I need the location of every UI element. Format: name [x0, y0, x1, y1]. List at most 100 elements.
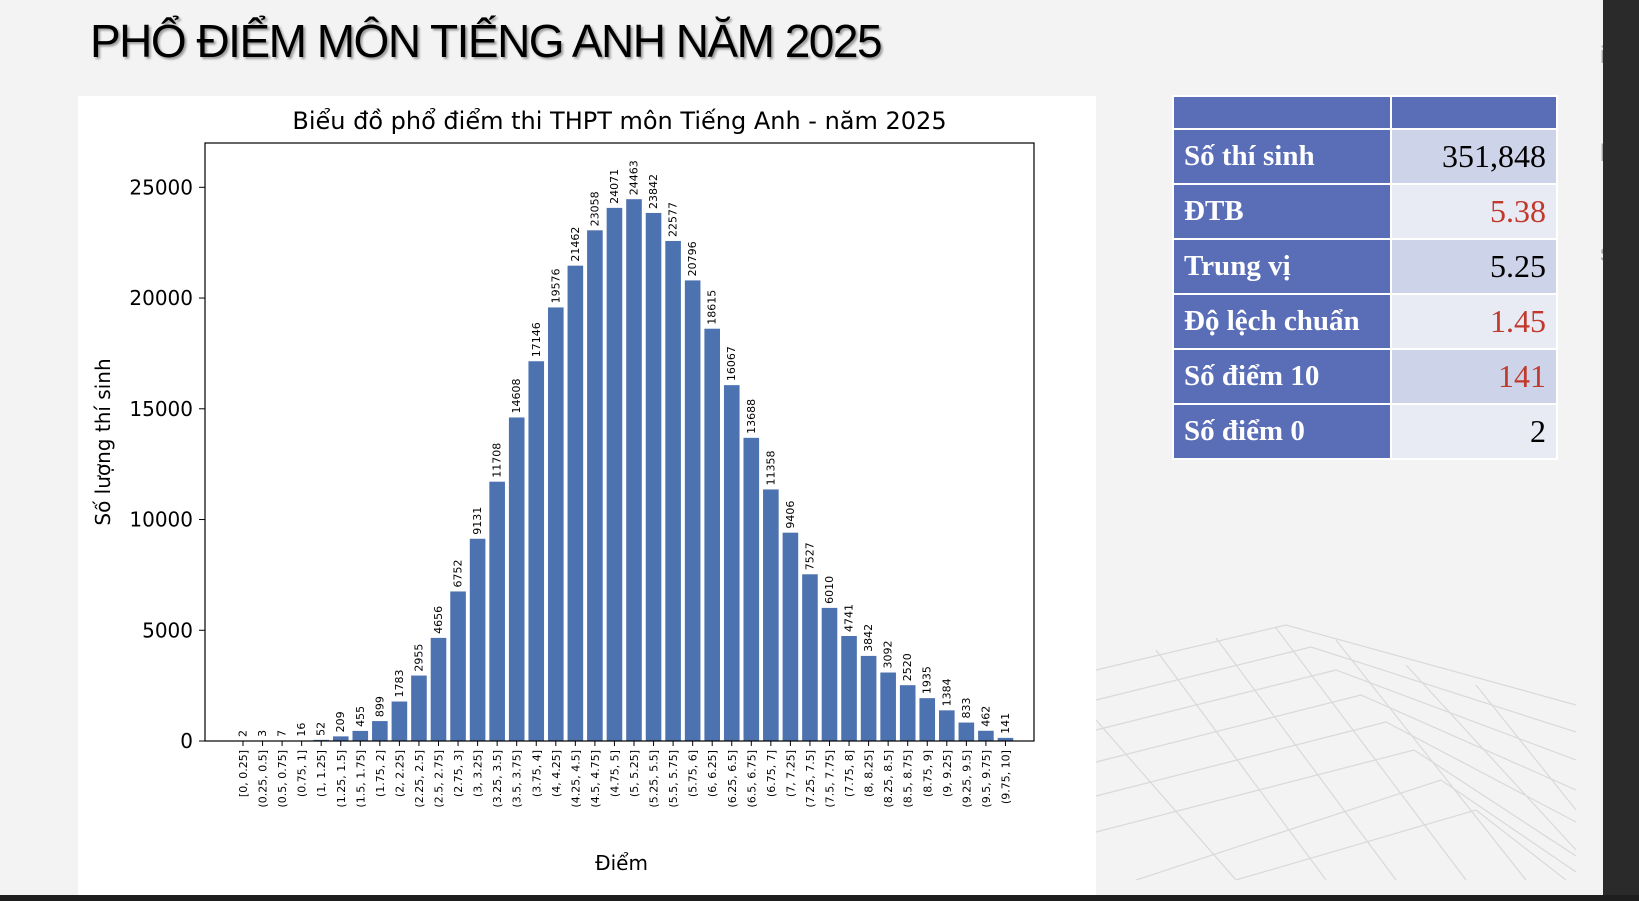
- x-tick-label: (3.75, 4]: [530, 750, 543, 797]
- y-tick-label: 25000: [129, 175, 193, 199]
- x-axis-label: Điểm: [595, 851, 648, 875]
- data-label: 6010: [823, 576, 836, 604]
- stats-value: 2: [1390, 403, 1558, 460]
- stats-table: Số thí sinh 351,848 ĐTB 5.38 Trung vị 5.…: [1172, 95, 1558, 460]
- data-label: 17146: [530, 322, 543, 357]
- x-tick-label: (7.5, 7.75]: [824, 750, 837, 808]
- data-label: 4741: [843, 604, 856, 632]
- stats-row-trung-vi: Trung vị 5.25: [1172, 238, 1558, 295]
- x-tick-label: (7, 7.25]: [784, 750, 797, 797]
- data-label: 9406: [784, 501, 797, 529]
- bar: [352, 730, 369, 741]
- chart-panel: Biểu đồ phổ điểm thi THPT môn Tiếng Anh …: [78, 96, 1096, 895]
- decorative-grid: [1096, 624, 1576, 880]
- bar: [469, 538, 486, 741]
- x-tick-label: (4.75, 5]: [608, 750, 621, 797]
- y-tick-label: 10000: [129, 508, 193, 532]
- data-label: 24463: [628, 160, 641, 195]
- bar: [899, 685, 916, 741]
- ghost-text-2: bộ: [1600, 140, 1603, 168]
- bar: [997, 737, 1014, 741]
- x-tick-label: (8.75, 9]: [921, 750, 934, 797]
- bar: [704, 328, 720, 741]
- slide: PHỔ ĐIỂM MÔN TIẾNG ANH NĂM 2025 i g bộ s…: [0, 0, 1603, 895]
- bar: [391, 701, 408, 741]
- stats-row-so-diem-0: Số điểm 0 2: [1172, 403, 1558, 460]
- data-label: 24071: [608, 169, 621, 204]
- bar: [508, 417, 525, 741]
- x-tick-label: (7.25, 7.5]: [804, 750, 817, 808]
- y-tick-label: 15000: [129, 397, 193, 421]
- bar: [860, 655, 877, 741]
- x-tick-label: (9.5, 9.75]: [980, 750, 993, 808]
- bar-chart: Biểu đồ phổ điểm thi THPT môn Tiếng Anh …: [91, 107, 1035, 875]
- data-label: 3092: [882, 641, 895, 669]
- data-label: 4656: [432, 606, 445, 634]
- plot-frame: [204, 142, 1035, 742]
- bar: [645, 212, 662, 741]
- data-label: 11358: [764, 450, 777, 485]
- data-label: 21462: [569, 227, 582, 262]
- x-tick-label: (1.25, 1.5]: [335, 750, 348, 808]
- x-tick-label: (1, 1.25]: [315, 750, 328, 797]
- data-label: 7527: [803, 542, 816, 570]
- bar: [430, 637, 447, 741]
- x-tick-label: (5.75, 6]: [687, 750, 700, 797]
- x-tick-label: (3.25, 3.5]: [491, 750, 504, 808]
- ghost-text-1: i g: [1600, 42, 1603, 69]
- stats-row-so-diem-10: Số điểm 10 141: [1172, 348, 1558, 405]
- data-label: 52: [315, 722, 328, 736]
- ghost-text-3: sủ: [1600, 240, 1603, 268]
- stats-value: 5.25: [1390, 238, 1558, 295]
- data-label: 462: [979, 706, 992, 727]
- bar: [411, 675, 427, 741]
- data-label: 3: [256, 730, 269, 737]
- stats-label: Số điểm 10: [1172, 348, 1392, 405]
- x-tick-label: (9.25, 9.5]: [960, 750, 973, 808]
- y-axis-label: Số lượng thí sinh: [91, 358, 115, 525]
- data-label: 14608: [510, 378, 523, 413]
- data-label: 23058: [588, 191, 601, 226]
- stats-header-row: [1172, 95, 1558, 130]
- stats-value: 351,848: [1390, 128, 1558, 185]
- stats-row-dtb: ĐTB 5.38: [1172, 183, 1558, 240]
- stats-label: Trung vị: [1172, 238, 1392, 295]
- data-label: 23842: [647, 174, 660, 209]
- stats-value: 1.45: [1390, 293, 1558, 350]
- x-tick-label: (2.25, 2.5]: [413, 750, 426, 808]
- stats-value: 5.38: [1390, 183, 1558, 240]
- bar: [958, 722, 975, 741]
- data-label: 455: [354, 706, 367, 727]
- data-label: 1783: [393, 670, 406, 698]
- data-label: 9131: [471, 507, 484, 535]
- x-tick-label: (6, 6.25]: [706, 750, 719, 797]
- x-tick-label: (3, 3.25]: [472, 750, 485, 797]
- bar: [587, 230, 603, 741]
- data-label: 16067: [725, 346, 738, 381]
- x-tick-label: (4.5, 4.75]: [589, 750, 602, 808]
- x-tick-label: (5.5, 5.75]: [667, 750, 680, 808]
- x-tick-label: (3.5, 3.75]: [511, 750, 524, 808]
- bar: [450, 591, 466, 741]
- bar: [528, 361, 545, 741]
- stats-label: Độ lệch chuẩn: [1172, 293, 1392, 350]
- x-tick-label: (1.75, 2]: [374, 750, 387, 797]
- stats-row-so-thi-sinh: Số thí sinh 351,848: [1172, 128, 1558, 185]
- x-tick-label: (1.5, 1.75]: [354, 750, 367, 808]
- x-tick-label: (4.25, 4.5]: [569, 750, 582, 808]
- x-tick-label: (0.75, 1]: [296, 750, 309, 797]
- x-tick-label: (2, 2.25]: [393, 750, 406, 797]
- x-tick-label: (5.25, 5.5]: [648, 750, 661, 808]
- data-label: 2520: [901, 653, 914, 681]
- data-label: 209: [334, 711, 347, 732]
- data-label: 3842: [862, 624, 875, 652]
- x-tick-label: (7.75, 8]: [843, 750, 856, 797]
- x-tick-label: (8.25, 8.5]: [882, 750, 895, 808]
- x-tick-label: (6.75, 7]: [765, 750, 778, 797]
- data-label: 22577: [667, 202, 680, 237]
- x-tick-label: (2.5, 2.75]: [433, 750, 446, 808]
- data-label: 2: [237, 730, 250, 737]
- x-tick-label: (8, 8.25]: [863, 750, 876, 797]
- data-label: 16: [295, 723, 308, 737]
- x-tick-label: (6.25, 6.5]: [726, 750, 739, 808]
